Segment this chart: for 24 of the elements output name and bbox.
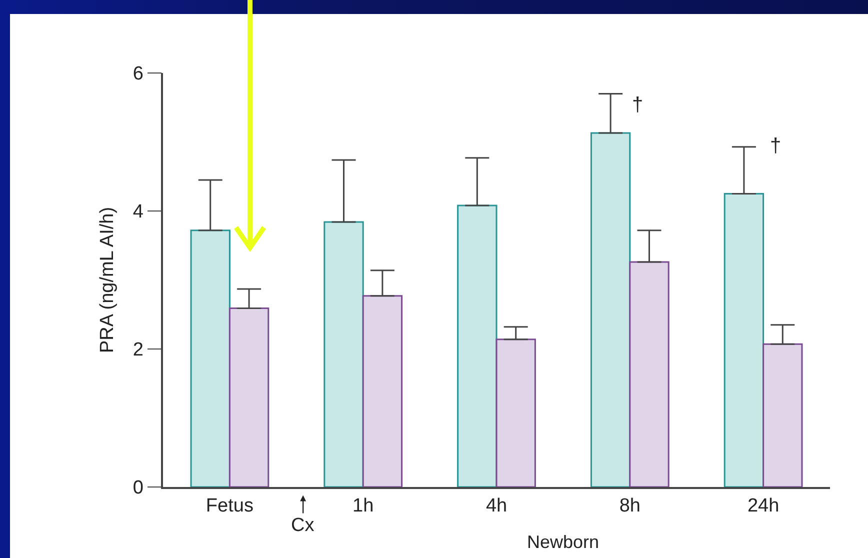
bar (496, 338, 536, 487)
x-tick-label: Fetus (206, 496, 254, 517)
text: Cx (291, 515, 315, 536)
x-tick-label: 24h (747, 496, 780, 517)
bar (324, 221, 364, 487)
x-axis-title: Newborn (527, 532, 600, 552)
y-tick-label: 0 (132, 478, 144, 499)
annotation: † (770, 135, 782, 157)
annotation: † (632, 94, 644, 116)
bar (362, 295, 403, 487)
bar (590, 132, 631, 487)
y-tick-label: 4 (132, 202, 144, 223)
bar (762, 343, 803, 487)
bar (724, 193, 764, 487)
bar (228, 308, 270, 487)
bar (190, 230, 230, 487)
bar (629, 261, 670, 487)
x-tick-label: 8h (619, 496, 640, 517)
y-tick-label: 6 (132, 64, 144, 85)
y-tick-label: 2 (132, 340, 144, 361)
x-tick-label: 4h (486, 496, 508, 517)
x-tick-label: 1h (352, 496, 374, 517)
bar (457, 204, 498, 487)
y-axis-title: PRA (ng/mL AI/h) (97, 206, 118, 354)
